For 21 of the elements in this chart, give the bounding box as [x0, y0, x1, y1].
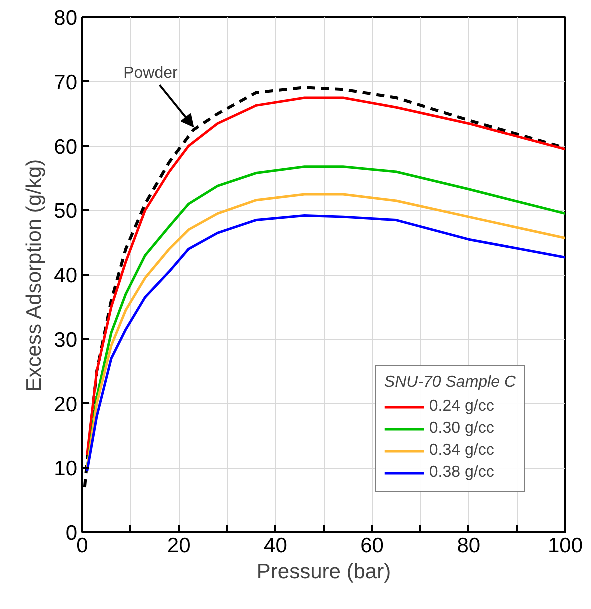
y-tick-label: 50 — [54, 200, 78, 224]
y-axis-title: Excess Adsorption (g/kg) — [23, 159, 46, 392]
y-tick-label: 40 — [54, 264, 78, 288]
x-axis-title: Pressure (bar) — [256, 560, 392, 584]
x-tick-label: 40 — [264, 534, 288, 558]
x-tick-label: 60 — [360, 534, 384, 558]
y-tick-label: 70 — [54, 71, 78, 94]
legend-label: 0.24 g/cc — [429, 398, 494, 416]
y-tick-label: 30 — [54, 328, 78, 352]
x-tick-label: 80 — [457, 534, 481, 558]
annotation: Powder — [124, 64, 179, 82]
y-tick-label: 60 — [54, 136, 78, 159]
legend-label: 0.38 g/cc — [429, 464, 494, 482]
x-tick-label: 100 — [548, 534, 584, 558]
y-tick-label: 80 — [54, 7, 78, 30]
y-tick-label: 10 — [54, 458, 78, 481]
y-tick-label: 20 — [54, 393, 78, 416]
legend-label: 0.30 g/cc — [429, 420, 494, 438]
legend-label: 0.34 g/cc — [429, 442, 494, 460]
x-tick-label: 20 — [167, 534, 191, 558]
legend-title: SNU-70 Sample C — [384, 374, 516, 392]
